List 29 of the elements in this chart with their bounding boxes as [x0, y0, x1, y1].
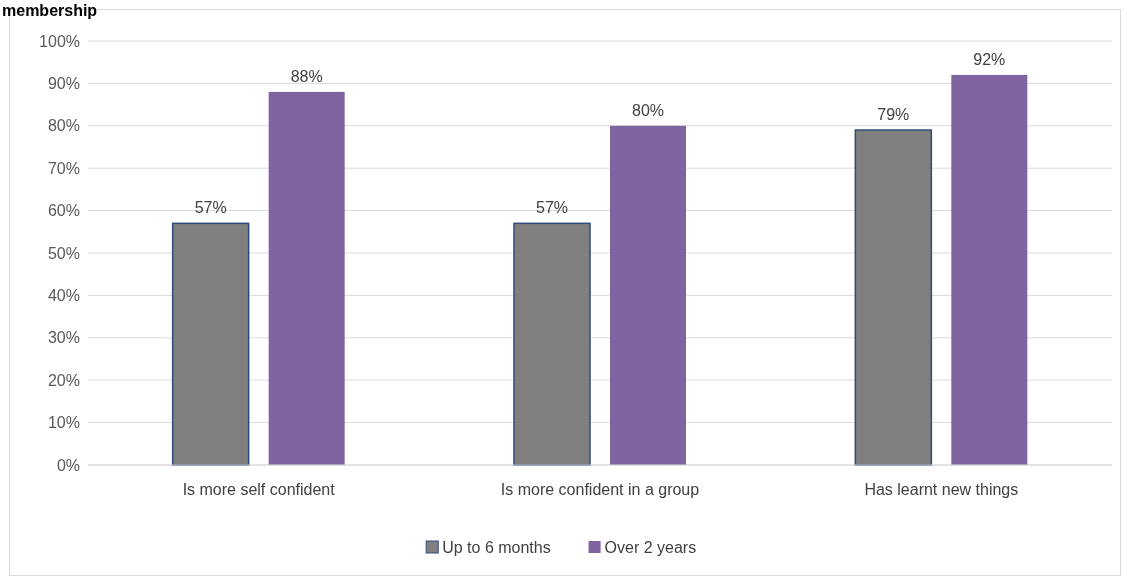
bar: [854, 129, 933, 466]
legend-label: Over 2 years: [604, 538, 697, 556]
bar: [513, 222, 591, 466]
y-tick-label: 20%: [47, 371, 80, 389]
y-tick-label: 30%: [47, 329, 80, 347]
bar: [951, 74, 1028, 465]
text: 88%: [290, 67, 323, 85]
x-tick-label: Is more confident in a group: [500, 481, 700, 498]
y-tick-label: 40%: [47, 287, 80, 304]
y-tick-label: 80%: [47, 117, 80, 135]
text: 92%: [973, 50, 1006, 68]
y-tick-label: 0%: [56, 456, 80, 474]
bar: [268, 91, 345, 465]
text: 79%: [877, 106, 910, 124]
y-tick-label: 50%: [47, 244, 80, 262]
y-tick-label: 90%: [47, 75, 80, 92]
y-tick-label: 60%: [47, 202, 80, 220]
chart-title: membership: [2, 2, 98, 19]
legend-label: Up to 6 months: [442, 538, 551, 556]
bar: [610, 125, 686, 465]
text: 80%: [631, 101, 665, 119]
bar: [171, 222, 250, 466]
y-tick-label: 10%: [47, 414, 80, 432]
text: 57%: [535, 199, 569, 217]
x-tick-label: Has learnt new things: [864, 481, 1019, 498]
x-tick-label: Is more self confident: [182, 481, 336, 498]
text: 57%: [194, 199, 227, 217]
y-tick-label: 70%: [47, 159, 80, 177]
y-tick-label: 100%: [39, 32, 80, 50]
